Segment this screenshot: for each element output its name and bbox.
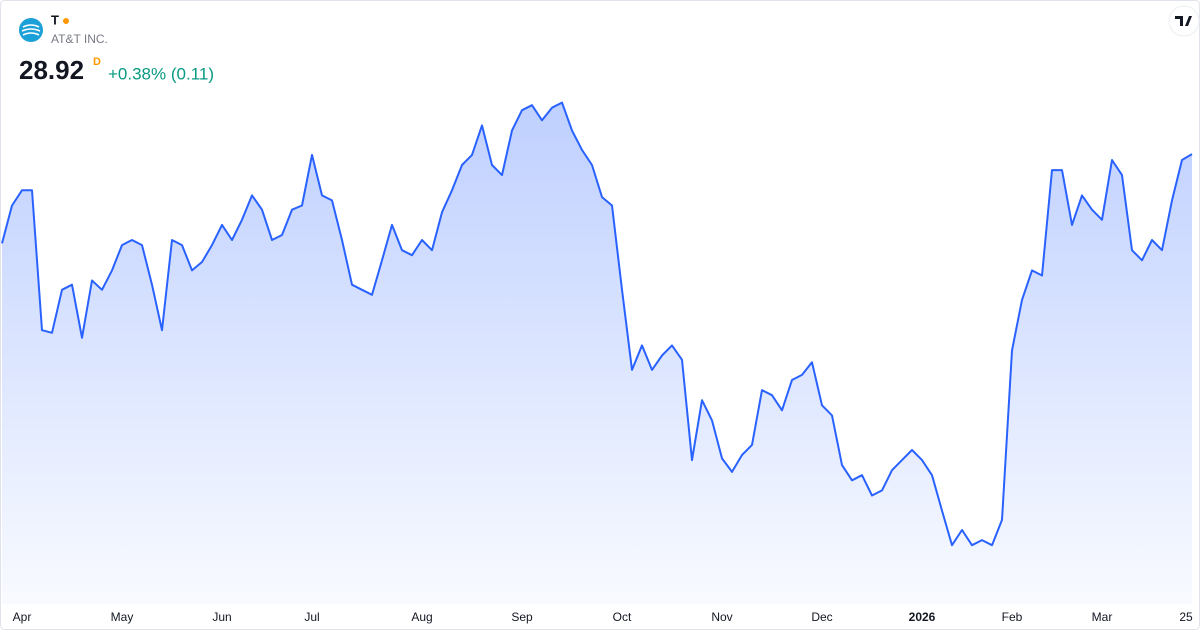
brand-mark xyxy=(1175,16,1192,26)
company-name: AT&T INC. xyxy=(51,32,108,46)
logo-lines xyxy=(21,24,41,36)
price: 28.92 xyxy=(19,55,84,85)
x-tick-label: May xyxy=(111,610,134,624)
brand-logo xyxy=(1168,5,1200,37)
x-tick-label: Apr xyxy=(13,610,32,624)
x-tick-label: Jul xyxy=(304,610,319,624)
x-tick-label: 2026 xyxy=(909,610,936,624)
interval: D xyxy=(93,56,101,68)
price-line xyxy=(1,101,1193,547)
x-tick-label: Dec xyxy=(811,610,832,624)
logo xyxy=(19,18,43,42)
symbol: T xyxy=(51,12,59,27)
x-tick-label: Jun xyxy=(212,610,231,624)
x-tick-label: Feb xyxy=(1002,610,1023,624)
x-tick-label: Mar xyxy=(1092,610,1113,624)
brand-badge xyxy=(1168,5,1200,37)
x-tick-label: 25 xyxy=(1179,610,1193,624)
x-tick-label: Sep xyxy=(511,610,533,624)
area xyxy=(2,102,1192,604)
plot-area: Apr May Jun Jul Aug Sep Oct Nov Dec 2026 Feb Mar 25 xyxy=(1,101,1193,624)
x-tick-label: Oct xyxy=(613,610,632,624)
change: +0.38% (0.11) xyxy=(108,64,214,83)
header: T AT&T INC. 28.92 D +0.38% (0.11) xyxy=(19,12,214,85)
status-dot xyxy=(63,18,69,24)
x-tick-label: Nov xyxy=(711,610,732,624)
x-tick-label: Aug xyxy=(411,610,432,624)
